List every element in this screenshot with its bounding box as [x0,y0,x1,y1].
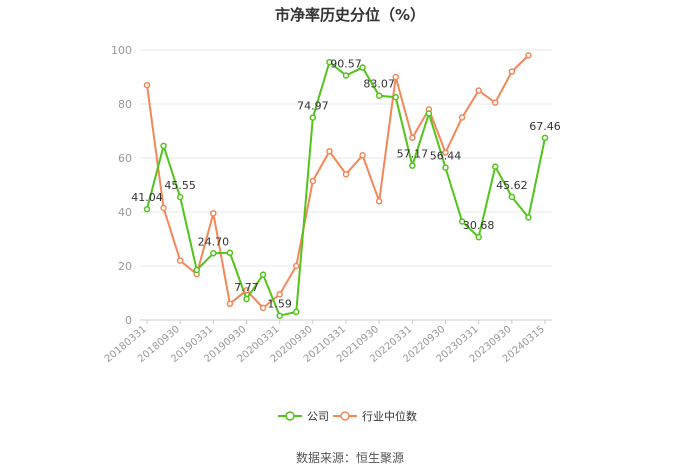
data-point [243,287,250,294]
y-tick-label: 0 [125,314,132,327]
data-label: 45.62 [496,179,528,192]
data-point [541,134,549,142]
data-point [375,92,383,99]
legend[interactable]: 公司 行业中位数 [278,409,417,423]
data-point [143,205,151,213]
y-tick-label: 80 [118,98,132,111]
data-point [259,271,267,278]
data-point [143,81,151,89]
y-axis: 0 20 40 60 80 100 [111,44,132,327]
data-point [160,204,167,212]
data-point [492,163,499,170]
data-label: 30.68 [463,219,495,232]
data-point [276,291,283,298]
data-label: 45.55 [164,179,196,192]
legend-item-1[interactable]: 行业中位数 [333,409,417,423]
legend-label: 行业中位数 [362,409,417,423]
data-label: 90.57 [330,57,362,70]
data-label: 24.70 [198,235,230,248]
data-label: 7.77 [234,281,259,294]
data-point [160,142,167,150]
data-point [392,94,399,101]
data-point [342,170,350,178]
series-points [143,52,549,319]
data-point [508,193,516,201]
data-point [259,304,267,312]
data-point [492,99,499,106]
data-point [226,249,234,257]
data-point [409,162,416,169]
legend-item-0[interactable]: 公司 [278,410,329,423]
data-point [326,148,333,155]
data-label: 57.17 [397,148,429,161]
series-lines [146,54,546,317]
data-point [458,114,466,121]
legend-swatch-marker [340,411,350,421]
y-tick-label: 20 [118,260,132,273]
data-label: 67.46 [529,120,561,133]
data-point [210,210,217,217]
data-point [475,233,482,241]
data-point [525,214,532,221]
data-point [442,164,449,171]
data-point [176,257,184,264]
y-tick-label: 60 [118,152,132,165]
x-axis: 2018033120180930201903312019093020200331… [103,320,547,365]
data-point [193,266,200,274]
data-point [392,73,399,81]
data-point [458,218,466,225]
data-point [326,58,333,66]
data-point [442,149,449,156]
data-point [176,193,184,201]
grid [140,49,552,321]
data-point [210,250,217,257]
data-point [475,87,482,94]
data-label: 56.44 [430,150,462,163]
data-point [359,64,366,71]
y-tick-label: 100 [111,44,132,57]
data-label: 83.07 [363,78,395,91]
data-point [359,152,366,159]
data-point [508,68,516,75]
data-point [425,110,433,117]
data-point [525,52,532,59]
data-point [309,177,317,185]
data-label: 74.97 [297,100,329,113]
data-point [243,295,250,303]
y-tick-label: 40 [118,206,132,219]
series-line-1 [146,54,530,309]
data-label: 41.04 [131,191,163,204]
legend-label: 公司 [307,410,329,423]
source-note: 数据来源：恒生聚源 [296,450,404,465]
series-line-0 [146,61,546,317]
legend-swatch-marker [285,411,295,421]
data-point [342,72,350,79]
data-point [293,262,300,270]
data-label: 1.59 [267,298,292,311]
data-point [375,197,383,205]
data-point [276,312,283,319]
data-point [226,300,234,308]
data-point [293,308,300,316]
chart-title: 市净率历史分位（%） [275,6,425,24]
data-point [309,114,317,121]
data-point [409,134,416,141]
